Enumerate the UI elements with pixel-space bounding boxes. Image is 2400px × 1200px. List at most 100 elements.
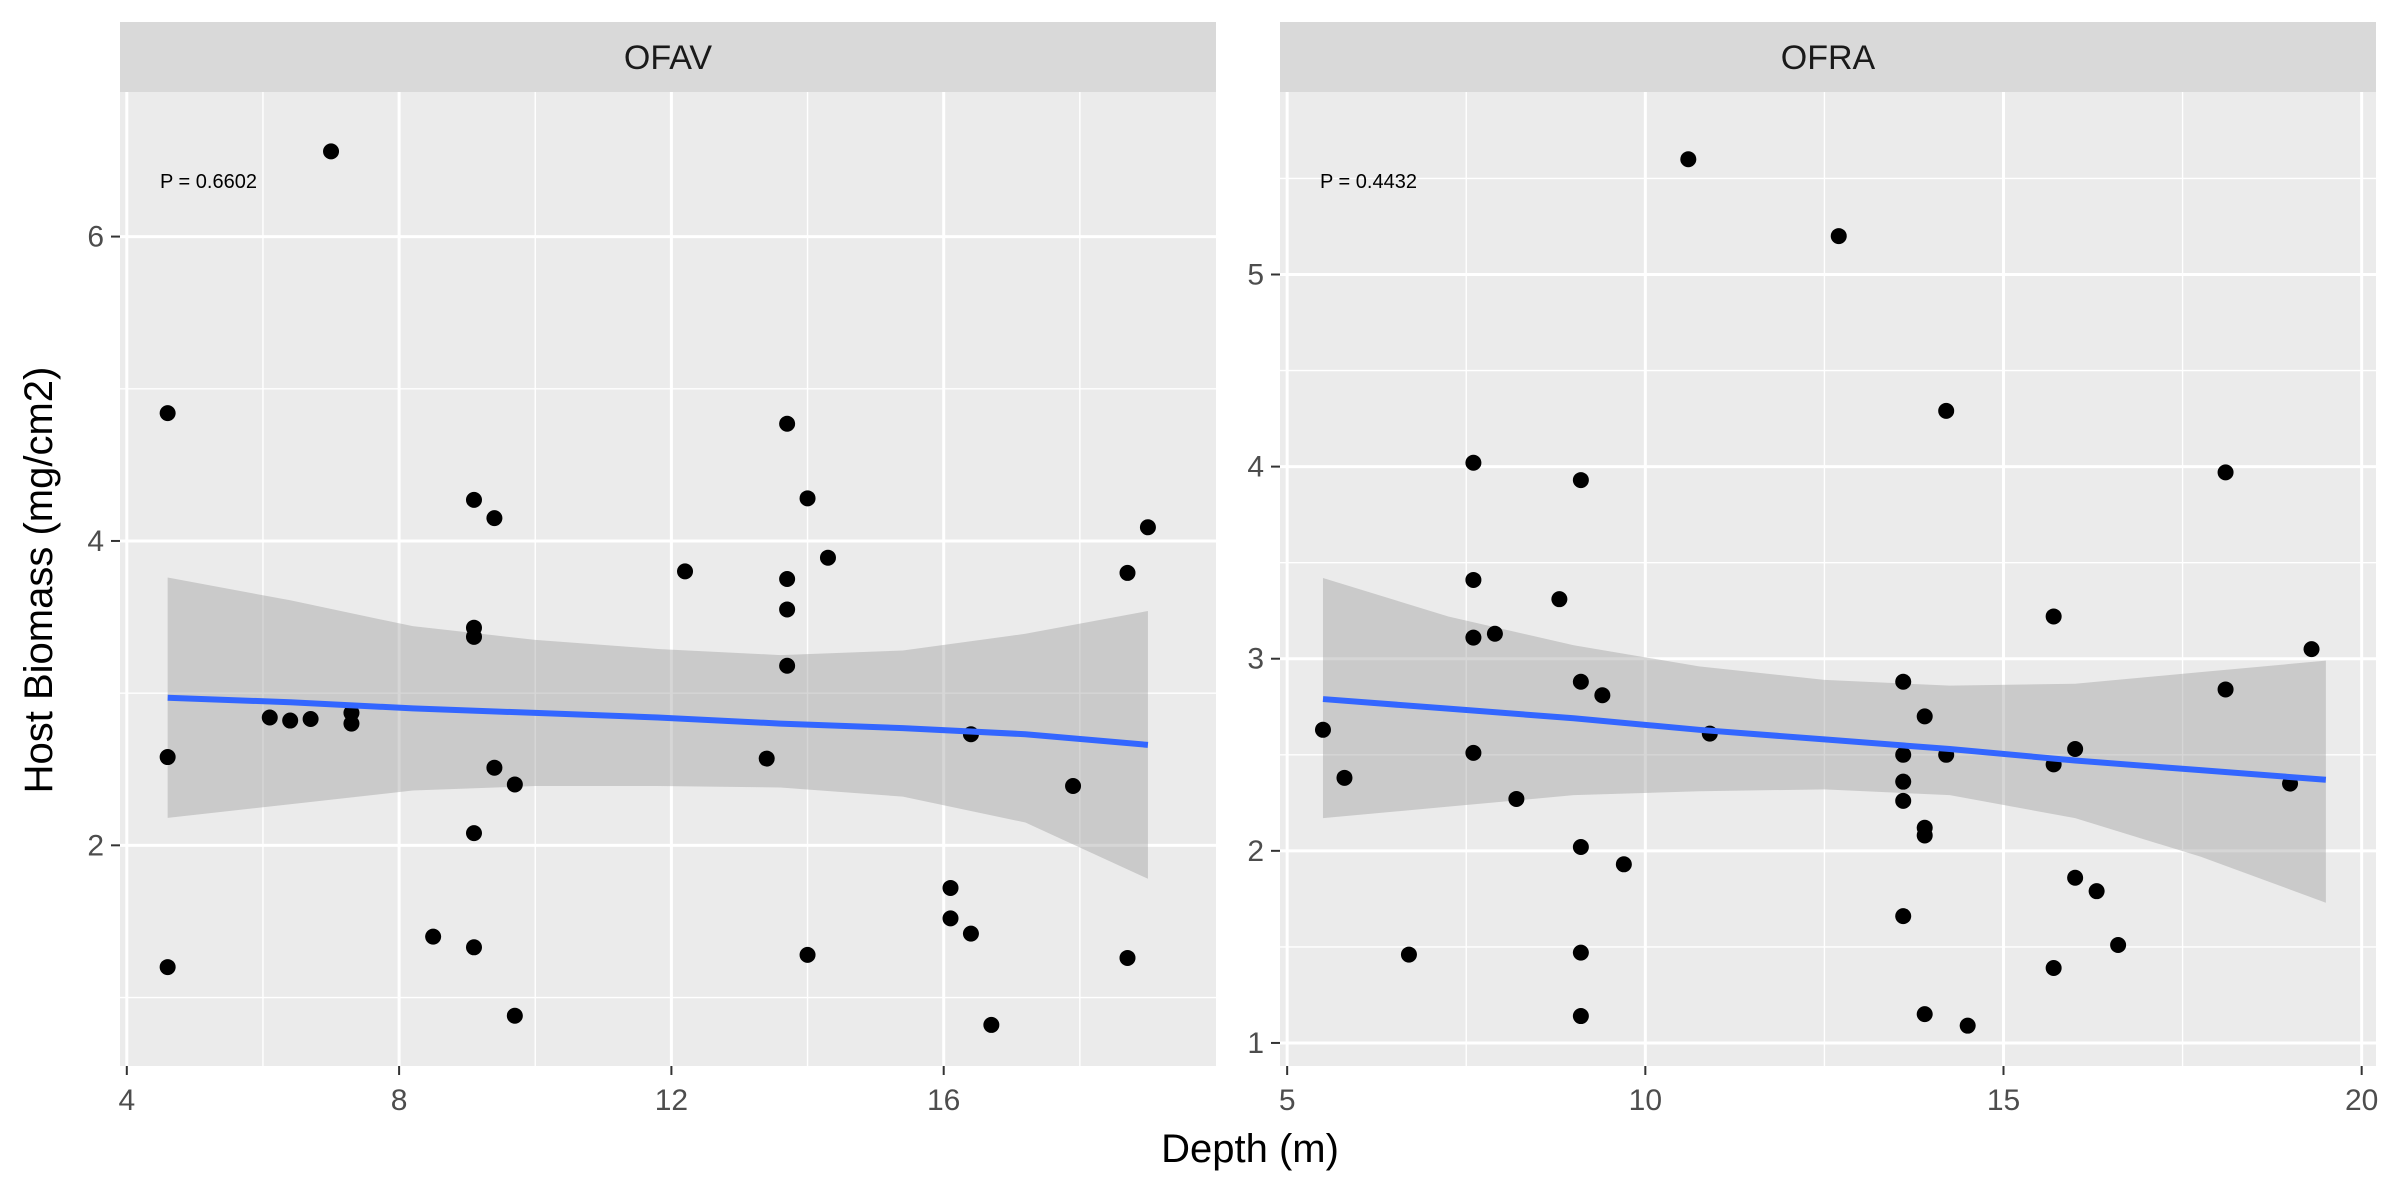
panel-ofra-y-tick-label: 4 bbox=[1247, 451, 1264, 484]
panel-ofra-y-tick-label: 5 bbox=[1247, 259, 1264, 292]
panel-ofav-data-point bbox=[159, 749, 176, 766]
panel-ofra-data-point bbox=[1916, 827, 1933, 844]
panel-ofav-data-point bbox=[302, 711, 319, 728]
panel-ofra-x-tick-label: 20 bbox=[2345, 1084, 2378, 1117]
panel-ofra-data-point bbox=[1400, 946, 1417, 963]
panel-ofav-data-point bbox=[677, 563, 694, 580]
panel-ofra-data-point bbox=[1572, 944, 1589, 961]
panel-ofav-x-tick-label: 4 bbox=[118, 1084, 135, 1117]
x-axis-title: Depth (m) bbox=[1161, 1127, 1339, 1171]
panel-ofav-data-point bbox=[819, 549, 836, 566]
panel-ofav-data-point bbox=[758, 750, 775, 767]
panel-ofav-x-tick-label: 12 bbox=[655, 1084, 688, 1117]
y-axis-title: Host Biomass (mg/cm2) bbox=[17, 367, 61, 794]
panel-ofra-data-point bbox=[1551, 591, 1568, 608]
panel-ofra-data-point bbox=[1465, 629, 1482, 646]
panel-ofav-x-tick-label: 16 bbox=[927, 1084, 960, 1117]
panel-ofav-data-point bbox=[1065, 777, 1082, 794]
panel-ofra-data-point bbox=[1916, 1006, 1933, 1023]
panel-ofav-data-point bbox=[1139, 519, 1156, 536]
panel-ofav-data-point bbox=[506, 776, 523, 793]
panel-ofra-data-point bbox=[1465, 571, 1482, 588]
panel-ofra-strip-label: OFRA bbox=[1781, 39, 1876, 77]
panel-ofav-data-point bbox=[465, 491, 482, 508]
panel-ofra-data-point bbox=[1572, 472, 1589, 489]
panel-ofra-data-point bbox=[1895, 908, 1912, 925]
panel-ofav-y-tick-label: 6 bbox=[87, 221, 104, 254]
panel-ofav-data-point bbox=[506, 1007, 523, 1024]
panel-ofra-data-point bbox=[1314, 721, 1331, 738]
panel-ofra: OFRA 5 10 15 20 1 2 3 4 5 P = 0.4432 bbox=[1247, 22, 2378, 1117]
panel-ofav-data-point bbox=[465, 628, 482, 645]
panel-ofav-data-point bbox=[486, 510, 503, 527]
panel-ofra-data-point bbox=[1336, 769, 1353, 786]
panel-ofra-data-point bbox=[1895, 773, 1912, 790]
panel-ofra-data-point bbox=[2045, 960, 2062, 977]
panel-ofra-data-point bbox=[1572, 838, 1589, 855]
panel-ofra-x-tick-label: 15 bbox=[1987, 1084, 2020, 1117]
panel-ofav-data-point bbox=[779, 657, 796, 674]
panel-ofra-regression-line bbox=[1322, 696, 2327, 783]
panel-ofav-data-point bbox=[159, 405, 176, 422]
panel-ofra-data-point bbox=[1572, 1008, 1589, 1025]
panel-ofra-data-point bbox=[2067, 869, 2084, 886]
panel-ofav-data-point bbox=[799, 946, 816, 963]
panel-ofav-strip-label: OFAV bbox=[624, 39, 712, 77]
panel-ofav-data-point bbox=[1119, 564, 1136, 581]
panel-ofra-data-point bbox=[2067, 741, 2084, 758]
panel-ofav-data-point bbox=[486, 759, 503, 776]
panel-ofra-data-point bbox=[1895, 792, 1912, 809]
panel-ofav-data-point bbox=[282, 712, 299, 729]
panel-ofra-y-tick-label: 2 bbox=[1247, 835, 1264, 868]
panel-ofav-strip bbox=[120, 22, 1216, 92]
panel-ofra-data-point bbox=[2303, 641, 2320, 658]
panel-ofav-data-point bbox=[942, 879, 959, 896]
panel-ofra-data-point bbox=[2217, 681, 2234, 698]
panel-ofra-data-point bbox=[1465, 744, 1482, 761]
panel-ofra-data-point bbox=[1594, 687, 1611, 704]
panel-ofra-data-point bbox=[1486, 625, 1503, 642]
panel-ofra-data-point bbox=[1895, 746, 1912, 763]
panel-ofra-data-point bbox=[1895, 673, 1912, 690]
panel-ofav-data-point bbox=[779, 415, 796, 432]
panel-ofra-y-tick-label: 3 bbox=[1247, 643, 1264, 676]
panel-ofav-data-point bbox=[779, 601, 796, 618]
panel-ofav-data-point bbox=[159, 959, 176, 976]
panel-ofav-x-tick-label: 8 bbox=[391, 1084, 408, 1117]
panel-ofav-data-point bbox=[465, 825, 482, 842]
panel-ofra-plot-area bbox=[1280, 92, 2376, 1066]
panel-ofra-data-point bbox=[1916, 708, 1933, 725]
panel-ofav-data-point bbox=[983, 1016, 1000, 1033]
panel-ofra-p-value-label: P = 0.4432 bbox=[1320, 171, 1417, 193]
panel-ofra-data-point bbox=[2217, 464, 2234, 481]
panel-ofav-data-point bbox=[1119, 949, 1136, 966]
panel-ofav-confidence-band bbox=[167, 577, 1148, 879]
panel-ofra-data-point bbox=[2088, 883, 2105, 900]
panel-ofav-data-point bbox=[323, 143, 340, 160]
panel-ofra-data-point bbox=[1508, 790, 1525, 807]
panel-ofra-data-point bbox=[1938, 402, 1955, 419]
panel-ofav-y-tick-label: 4 bbox=[87, 525, 104, 558]
panel-ofav-p-value-label: P = 0.6602 bbox=[160, 171, 257, 193]
panel-ofra-x-tick-label: 10 bbox=[1629, 1084, 1662, 1117]
panel-ofav: OFAV 4 8 12 16 2 4 6 P = 0.6602 bbox=[87, 22, 1216, 1117]
panel-ofra-data-point bbox=[2045, 608, 2062, 625]
panel-ofra-data-point bbox=[2110, 936, 2127, 953]
panel-ofav-data-point bbox=[799, 490, 816, 507]
panel-ofra-strip bbox=[1280, 22, 2376, 92]
panel-ofra-data-point bbox=[1830, 228, 1847, 245]
panel-ofav-data-point bbox=[261, 709, 278, 726]
panel-ofra-y-tick-label: 1 bbox=[1247, 1027, 1264, 1060]
panel-ofav-data-point bbox=[343, 715, 360, 732]
panel-ofav-plot-area bbox=[120, 92, 1216, 1066]
panel-ofra-data-point bbox=[1615, 856, 1632, 873]
panel-ofav-regression-line bbox=[167, 694, 1149, 748]
panel-ofra-data-point bbox=[1465, 454, 1482, 471]
panel-ofav-data-point bbox=[465, 939, 482, 956]
panel-ofra-data-point bbox=[1680, 151, 1697, 168]
panel-ofav-y-tick-label: 2 bbox=[87, 829, 104, 862]
panel-ofra-x-tick-label: 5 bbox=[1279, 1084, 1296, 1117]
panel-ofav-data-point bbox=[962, 925, 979, 942]
